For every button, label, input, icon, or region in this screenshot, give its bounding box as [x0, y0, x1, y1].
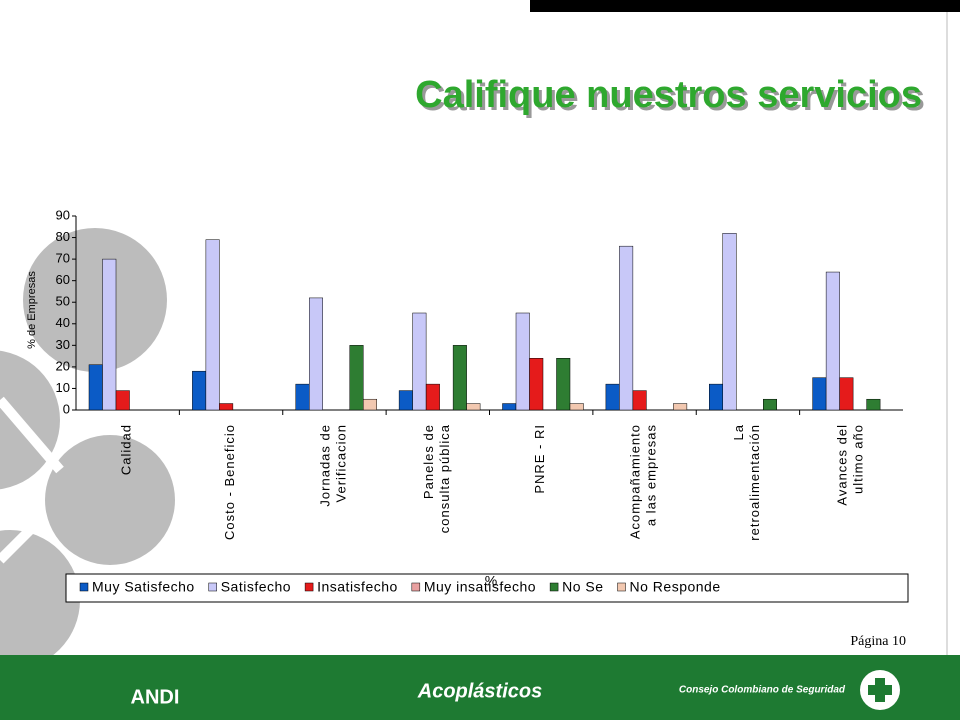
legend-swatch — [617, 582, 626, 592]
legend-label: Muy Satisfecho — [92, 579, 195, 595]
y-axis-label: % de Empresas — [26, 271, 38, 349]
title-shadow: Califique nuestros servicios — [418, 77, 925, 119]
x-tick-label: Laretroalimentación — [731, 424, 762, 541]
bar — [102, 258, 117, 411]
legend-label: Insatisfecho — [317, 579, 398, 595]
top-bar — [530, 0, 960, 12]
bar — [556, 358, 571, 411]
y-tick-label: 0 — [63, 401, 70, 416]
bar — [205, 239, 220, 411]
legend-note: % — [485, 573, 497, 589]
bar — [502, 403, 517, 411]
legend-label: No Se — [562, 579, 603, 595]
bar — [825, 271, 840, 411]
bar — [722, 232, 737, 411]
logo-acoplasticos: Acoplásticos — [417, 680, 542, 702]
x-tick-label-line: retroalimentación — [747, 424, 762, 541]
x-tick-label: Acompañamientoa las empresas — [628, 424, 659, 539]
x-tick-label-line: La — [731, 424, 746, 440]
y-tick-label: 30 — [56, 337, 70, 352]
x-tick-label: PNRE - RI — [533, 424, 548, 494]
chart-title: Califique nuestros servicios — [415, 74, 922, 116]
bar — [466, 403, 481, 411]
decoration-stripes — [0, 396, 64, 564]
y-tick-label: 10 — [56, 380, 70, 395]
bar — [412, 312, 427, 411]
x-tick-label: Paneles deconsulta pública — [421, 424, 452, 533]
legend-swatch — [79, 582, 89, 592]
x-tick-label: Calidad — [119, 424, 134, 475]
bar — [452, 345, 467, 411]
y-tick-label: 40 — [56, 315, 70, 330]
legend-swatch — [208, 582, 217, 592]
x-tick-label-line: PNRE - RI — [533, 424, 548, 494]
legend — [65, 573, 909, 603]
x-tick-label-line: Costo - Beneficio — [223, 424, 238, 540]
y-tick-label: 60 — [56, 272, 70, 287]
x-tick-label-line: a las empresas — [644, 424, 659, 526]
x-tick-label-line: Calidad — [119, 424, 134, 475]
bar — [839, 377, 854, 411]
bar — [529, 358, 544, 411]
y-tick-label: 50 — [56, 294, 70, 309]
y-tick-label: 70 — [56, 251, 70, 266]
bar — [709, 383, 723, 411]
legend-label: Satisfecho — [221, 579, 291, 595]
logo-ccs-cross — [868, 678, 892, 702]
legend-swatch — [304, 582, 314, 592]
bar — [309, 297, 323, 411]
legend-swatch — [549, 582, 559, 592]
bar — [363, 398, 377, 411]
bar — [115, 390, 130, 411]
page-label: Página 10 — [850, 634, 906, 649]
bar — [763, 398, 777, 411]
bar — [349, 345, 364, 411]
bar — [219, 403, 234, 411]
x-tick-label-line: Verificacion — [334, 424, 349, 502]
bar — [619, 245, 634, 411]
x-tick-label-line: Jornadas de — [318, 424, 333, 507]
bar — [515, 312, 530, 411]
footer — [0, 655, 960, 720]
bar — [192, 370, 207, 411]
bar — [812, 377, 827, 411]
x-tick-label-line: Paneles de — [421, 424, 436, 499]
x-tick-label-line: consulta pública — [437, 424, 452, 533]
bar — [295, 383, 310, 411]
bar — [88, 364, 103, 411]
bar — [866, 398, 881, 411]
bar — [398, 390, 413, 411]
legend-label: No Responde — [630, 579, 721, 595]
bar — [605, 383, 620, 411]
x-tick-label-line: Avances del — [835, 424, 850, 506]
legend-label: Muy insatisfecho — [424, 579, 536, 595]
bar — [569, 403, 584, 411]
logo-andi: ANDI — [131, 686, 180, 708]
edge — [946, 12, 948, 655]
bar — [632, 390, 647, 411]
logo-ccs: Consejo Colombiano de Seguridad — [679, 685, 846, 696]
x-tick-label: Jornadas deVerificacion — [318, 424, 349, 507]
x-tick-label: Avances delultimo año — [835, 424, 866, 506]
x-tick-label: Costo - Beneficio — [223, 424, 238, 540]
x-tick-label-line: Acompañamiento — [628, 424, 643, 539]
bar — [673, 403, 688, 411]
bar — [425, 383, 440, 411]
x-tick-label-line: ultimo año — [851, 424, 866, 494]
y-tick-label: 80 — [56, 229, 70, 244]
y-tick-label: 90 — [56, 207, 70, 222]
y-tick-label: 20 — [56, 358, 70, 373]
legend-swatch — [411, 582, 421, 592]
